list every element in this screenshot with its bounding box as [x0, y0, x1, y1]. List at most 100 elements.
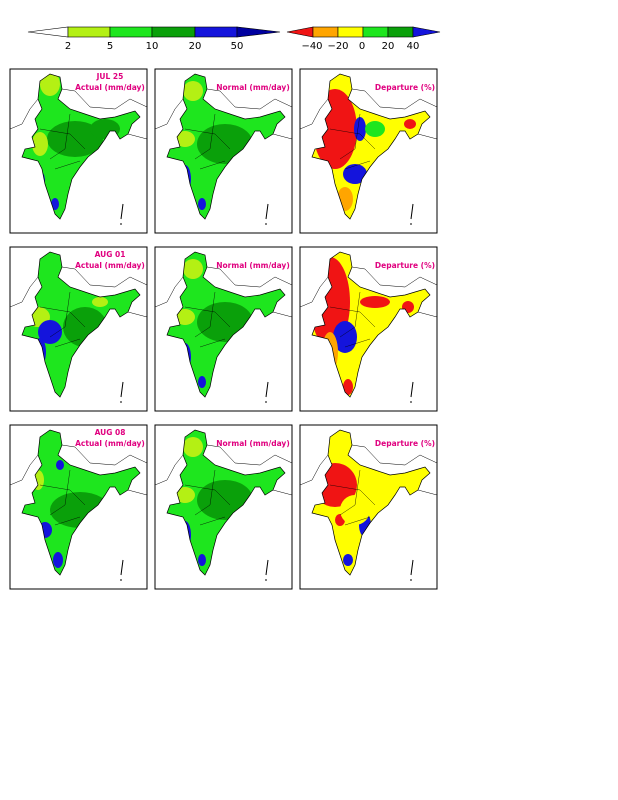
islands	[265, 559, 269, 581]
rain-area	[40, 74, 60, 96]
panel-title: Departure (%)	[375, 83, 435, 92]
colorbar-swatch	[387, 26, 414, 38]
map-panel: Departure (%)	[299, 246, 438, 412]
colorbar-label: 0	[359, 41, 365, 52]
islands	[120, 203, 124, 225]
rain-area	[198, 554, 206, 566]
coastline	[166, 73, 286, 220]
colorbar-swatch	[67, 26, 111, 38]
colorbar-label: 20	[382, 41, 395, 52]
boundary	[299, 266, 438, 318]
colorbar-label: 50	[231, 41, 244, 52]
rain-area	[354, 117, 366, 141]
departure-colorbar	[286, 26, 441, 38]
colorbar-swatch	[151, 26, 196, 38]
rain-area	[365, 121, 385, 137]
rain-area	[198, 376, 206, 388]
colorbar-label: 40	[407, 41, 420, 52]
colorbar-arrow	[27, 26, 69, 38]
rain-area	[175, 487, 195, 503]
boundary	[154, 444, 293, 496]
islands	[410, 381, 414, 403]
internal-borders	[184, 291, 231, 348]
rain-area	[343, 554, 353, 566]
date-label: JUL 25	[96, 72, 124, 81]
map-panel: Departure (%)	[299, 424, 438, 590]
colorbar-arrow	[412, 26, 441, 38]
panel-title: Normal (mm/day)	[216, 261, 290, 270]
colorbar-label: 5	[107, 41, 113, 52]
islands	[265, 381, 269, 403]
coastline	[166, 251, 286, 398]
colorbar-swatch	[194, 26, 238, 38]
colorbar-arrow	[236, 26, 281, 38]
rain-area	[198, 198, 206, 210]
panel-title: Actual (mm/day)	[75, 261, 145, 270]
rain-area	[175, 309, 195, 325]
panel-title: Actual (mm/day)	[75, 83, 145, 92]
coastline	[21, 429, 141, 576]
date-label: AUG 08	[95, 428, 126, 437]
internal-borders	[184, 113, 231, 170]
colorbar-label: 2	[65, 41, 71, 52]
rain-area	[175, 131, 195, 147]
internal-borders	[329, 113, 376, 170]
internal-borders	[184, 469, 231, 526]
rain-colorbar	[27, 26, 281, 38]
map-panel: Normal (mm/day)	[154, 68, 293, 234]
rain-area	[343, 379, 353, 395]
map-panel: Normal (mm/day)	[154, 246, 293, 412]
panel-title: Normal (mm/day)	[216, 439, 290, 448]
rain-area	[340, 495, 370, 525]
colorbar-swatch	[337, 26, 364, 38]
boundary	[299, 444, 438, 496]
colorbar-label: 20	[189, 41, 202, 52]
coastline	[311, 73, 431, 220]
boundary	[9, 88, 148, 140]
rain-area	[92, 297, 108, 307]
coastline	[21, 251, 141, 398]
rain-area	[404, 119, 416, 129]
rain-area	[183, 81, 203, 101]
internal-borders	[329, 469, 376, 526]
rain-area	[183, 259, 203, 279]
islands	[265, 203, 269, 225]
boundary	[9, 266, 148, 318]
panel-title: Departure (%)	[375, 261, 435, 270]
map-panel: Normal (mm/day)	[154, 424, 293, 590]
internal-borders	[39, 469, 86, 526]
date-label: AUG 01	[95, 250, 126, 259]
rain-area	[38, 320, 62, 344]
colorbar-label: −20	[327, 41, 348, 52]
islands	[120, 381, 124, 403]
coastline	[166, 429, 286, 576]
map-panel: JUL 25 Actual (mm/day)	[9, 68, 148, 234]
panel-title: Normal (mm/day)	[216, 83, 290, 92]
colorbar-swatch	[109, 26, 153, 38]
rain-area	[56, 460, 64, 470]
islands	[410, 559, 414, 581]
boundary	[154, 266, 293, 318]
rain-area	[343, 164, 367, 184]
coastline	[311, 251, 431, 398]
rain-area	[32, 132, 48, 156]
panel-title: Actual (mm/day)	[75, 439, 145, 448]
boundary	[9, 444, 148, 496]
rain-area	[53, 552, 63, 568]
map-panel: AUG 01 Actual (mm/day)	[9, 246, 148, 412]
rain-area	[183, 437, 203, 457]
internal-borders	[39, 291, 86, 348]
internal-borders	[329, 291, 376, 348]
colorbar-swatch	[362, 26, 389, 38]
internal-borders	[39, 113, 86, 170]
islands	[410, 203, 414, 225]
coastline	[21, 73, 141, 220]
boundary	[299, 88, 438, 140]
panel-title: Departure (%)	[375, 439, 435, 448]
colorbar-arrow	[286, 26, 314, 38]
map-panel: Departure (%)	[299, 68, 438, 234]
boundary	[154, 88, 293, 140]
rain-area	[360, 296, 390, 308]
